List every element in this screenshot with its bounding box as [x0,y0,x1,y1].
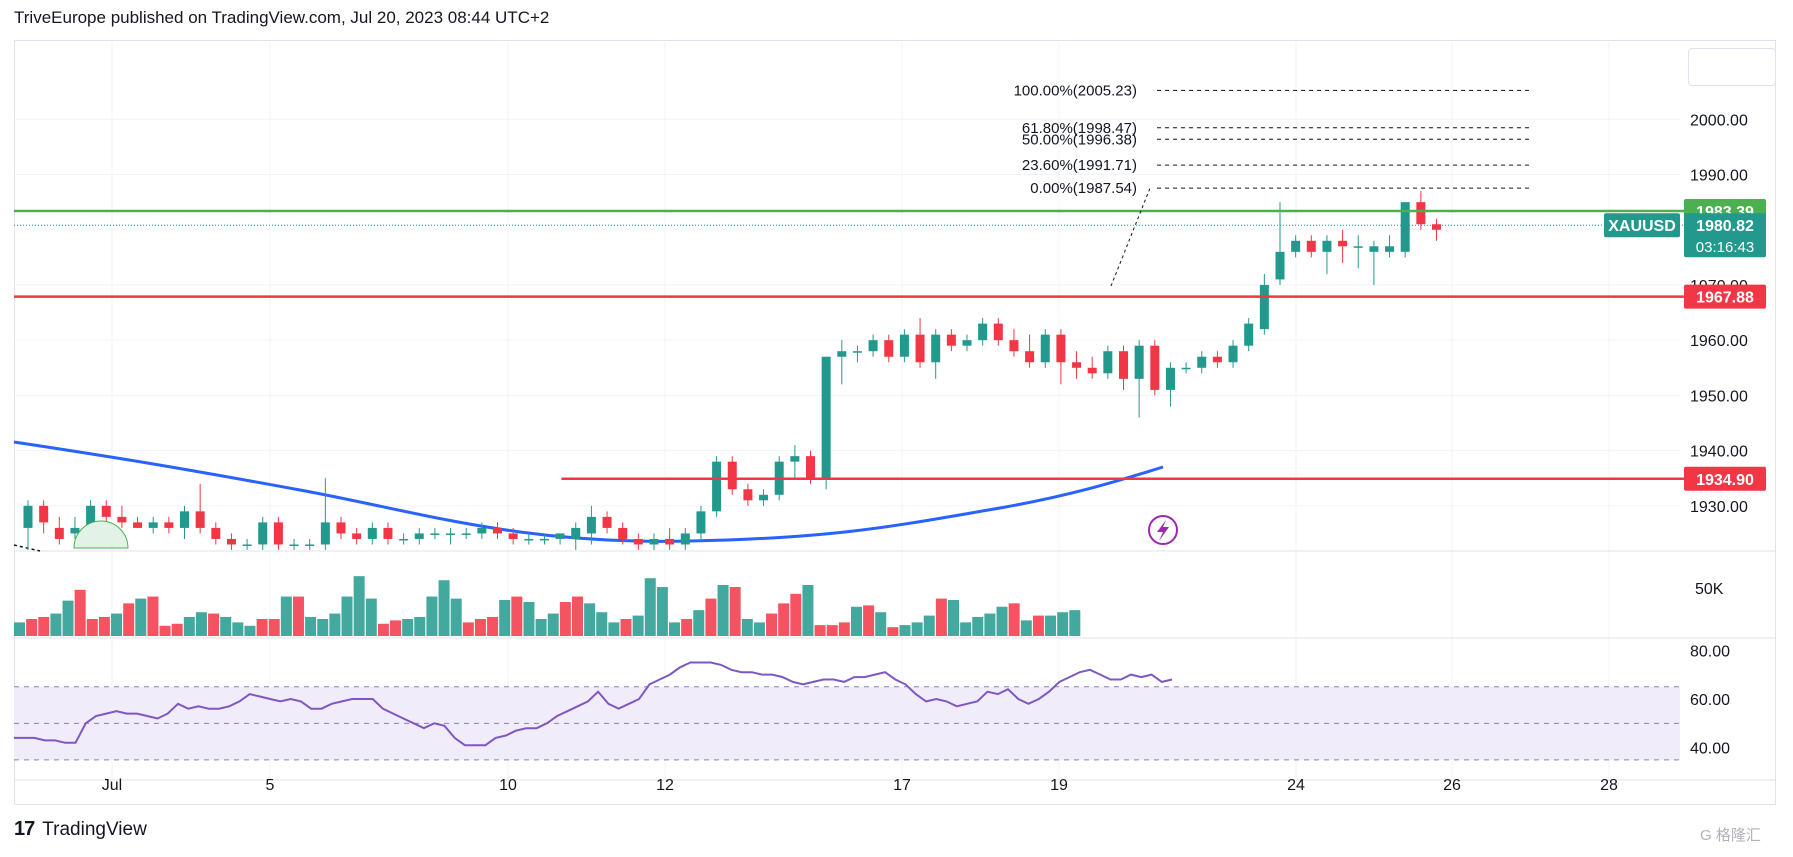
footer: 17 TradingView [14,818,147,841]
publisher-header: TriveEurope published on TradingView.com… [14,8,550,27]
tradingview-logo-icon: 17 [14,818,35,840]
brand-name[interactable]: TradingView [42,818,147,840]
watermark: G 格隆汇 [1700,827,1761,844]
chart-frame[interactable] [14,40,1776,805]
chart-settings-box[interactable] [1688,48,1776,86]
